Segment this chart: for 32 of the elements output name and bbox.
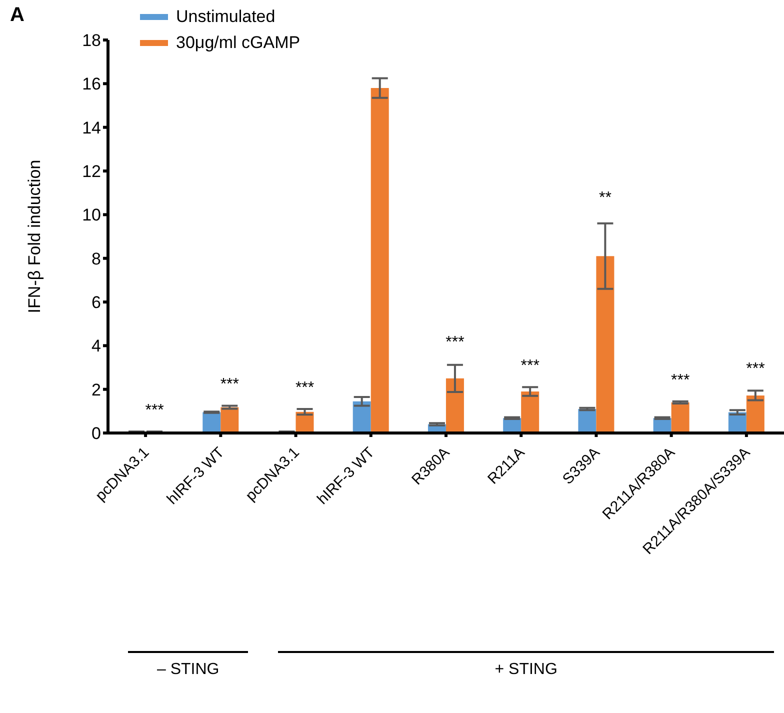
annotation: ** [599, 190, 612, 207]
y-tick-label: 6 [92, 293, 101, 312]
bar [596, 256, 614, 433]
y-tick-label: 14 [82, 118, 101, 138]
annotation: *** [671, 372, 690, 389]
group-bracket: – STING [128, 651, 248, 679]
annotation: *** [520, 357, 540, 374]
annotation: *** [446, 334, 464, 351]
bar [521, 392, 540, 433]
text: A [10, 4, 24, 27]
legend-label: 30μg/ml cGAMP [176, 32, 300, 54]
annotation: *** [746, 360, 765, 378]
legend-label: Unstimulated [176, 6, 276, 28]
annotation: *** [220, 376, 240, 394]
bar [578, 408, 596, 433]
y-tick-label: 18 [82, 31, 101, 50]
y-axis-title: IFN-β Fold induction [25, 160, 44, 314]
group-bracket: + STING [278, 651, 774, 679]
y-tick-label: 10 [82, 206, 101, 225]
bar [671, 402, 690, 433]
y-tick-label: 0 [92, 424, 101, 444]
bar [370, 88, 389, 433]
y-tick-label: 16 [82, 74, 101, 94]
annotation: *** [295, 379, 314, 396]
y-tick-label: 12 [82, 162, 101, 182]
y-tick-label: 8 [92, 249, 101, 268]
bar [446, 378, 464, 433]
bar [352, 401, 371, 433]
y-tick-label: 2 [92, 380, 101, 400]
y-tick-label: 4 [92, 336, 101, 356]
bar [746, 395, 764, 433]
annotation: *** [145, 402, 164, 420]
